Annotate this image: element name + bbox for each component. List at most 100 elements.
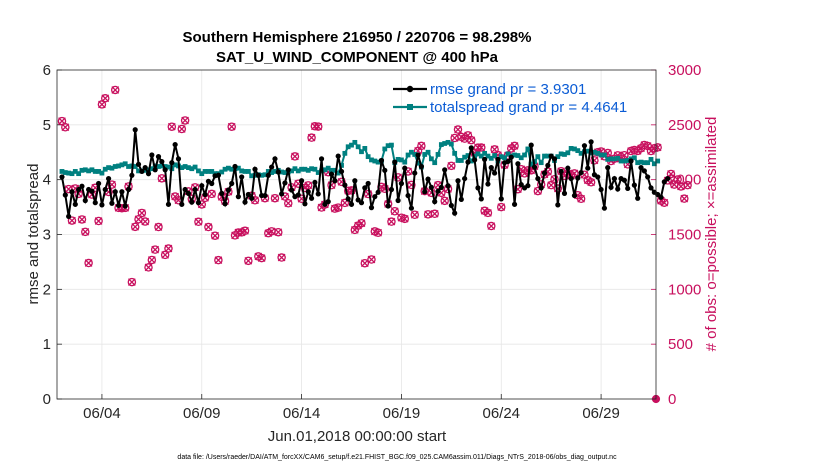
- totalspread-point: [122, 161, 128, 167]
- obs-possible-marker: [407, 180, 416, 190]
- rmse-point: [185, 190, 192, 196]
- rmse-series: [59, 127, 671, 220]
- rmse-point: [358, 200, 365, 206]
- obs-possible-marker: [180, 116, 190, 125]
- obs-possible-marker: [81, 227, 90, 237]
- totalspread-point: [621, 158, 627, 164]
- totalspread-point: [432, 160, 438, 166]
- obs-assimilated-marker: [181, 116, 189, 125]
- obs-possible-marker: [154, 222, 163, 232]
- obs-possible-marker: [303, 181, 313, 190]
- rmse-point: [199, 183, 205, 189]
- obs-assimilated-marker: [670, 180, 679, 189]
- rmse-point: [515, 161, 521, 167]
- totalspread-point: [462, 154, 468, 160]
- totalspread-point: [362, 146, 368, 151]
- rmse-point: [352, 178, 358, 184]
- rmse-point: [412, 170, 418, 176]
- totalspread-point: [455, 158, 461, 163]
- rmse-point: [382, 167, 388, 173]
- obs-assimilated-marker: [84, 259, 93, 267]
- rmse-point: [648, 185, 654, 191]
- rmse-point: [528, 142, 534, 148]
- totalspread-point: [249, 173, 255, 179]
- rmse-point: [661, 179, 667, 185]
- rmse-point: [155, 154, 162, 160]
- rmse-point: [601, 205, 608, 211]
- totalspread-point: [608, 156, 614, 162]
- obs-assimilated-marker: [151, 245, 160, 254]
- totalspread-point: [452, 150, 458, 156]
- legend-spread-label: totalspread grand pr = 4.4641: [430, 99, 627, 116]
- obs-possible-marker: [194, 217, 203, 227]
- rmse-point: [595, 174, 601, 180]
- rmse-point: [615, 186, 621, 192]
- rmse-point: [122, 203, 128, 209]
- rmse-point: [76, 186, 82, 193]
- obs-assimilated-marker: [204, 223, 213, 231]
- y-tick-label-right: 1000: [668, 281, 701, 298]
- obs-assimilated-marker: [497, 203, 506, 211]
- totalspread-point: [299, 166, 304, 172]
- totalspread-point: [196, 168, 201, 174]
- totalspread-point: [222, 166, 228, 172]
- totalspread-point: [538, 160, 544, 166]
- totalspread-point: [375, 159, 381, 165]
- rmse-point: [508, 154, 514, 160]
- rmse-point: [422, 189, 428, 195]
- y-tick-label-right: 1500: [668, 227, 701, 244]
- rmse-point: [295, 192, 301, 198]
- obs-assimilated-marker: [271, 194, 279, 203]
- obs-assimilated-marker: [660, 198, 669, 207]
- rmse-point: [342, 182, 348, 188]
- obs-assimilated-marker: [424, 210, 432, 219]
- totalspread-point: [568, 146, 574, 151]
- totalspread-point: [136, 168, 141, 174]
- totalspread-point: [112, 164, 118, 169]
- rmse-point: [465, 159, 471, 165]
- totalspread-point: [79, 167, 85, 173]
- obs-assimilated-marker: [400, 214, 409, 223]
- rmse-point: [202, 191, 208, 198]
- totalspread-point: [159, 163, 165, 169]
- totalspread-point: [219, 169, 225, 175]
- grid: [57, 70, 656, 399]
- totalspread-point: [475, 151, 481, 157]
- obs-assimilated-marker: [367, 255, 376, 264]
- y-tick-label-right: 500: [668, 336, 693, 353]
- obs-possible-marker: [570, 169, 579, 178]
- obs-assimilated-marker: [387, 217, 396, 226]
- obs-assimilated-marker: [643, 142, 652, 150]
- obs-possible-marker: [487, 221, 496, 231]
- rmse-point: [505, 158, 511, 165]
- rmse-point: [279, 191, 285, 197]
- totalspread-point: [635, 160, 641, 166]
- totalspread-point: [402, 159, 408, 165]
- totalspread-point: [102, 166, 108, 172]
- rmse-point: [145, 171, 152, 177]
- obs-possible-marker: [357, 218, 366, 228]
- totalspread-point: [618, 158, 624, 164]
- totalspread-point: [448, 141, 454, 147]
- obs-possible-marker: [387, 217, 396, 226]
- rmse-point: [462, 175, 468, 182]
- rmse-point: [345, 196, 351, 202]
- obs-assimilated-marker: [673, 175, 682, 184]
- obs-assimilated-marker: [410, 210, 419, 219]
- rmse-point: [219, 190, 225, 196]
- obs-possible-marker: [290, 152, 300, 161]
- obs-possible-marker: [77, 215, 87, 224]
- rmse-point: [66, 213, 72, 220]
- totalspread-point: [651, 161, 657, 167]
- y-tick-label-left: 4: [43, 172, 51, 189]
- obs-assimilated-marker: [490, 145, 499, 154]
- totalspread-point: [96, 169, 101, 174]
- rmse-point: [568, 175, 574, 182]
- obs-possible-marker: [227, 122, 236, 131]
- totalspread-point: [615, 155, 621, 161]
- totalspread-point: [625, 158, 631, 163]
- totalspread-point: [126, 164, 131, 169]
- rmse-point: [475, 185, 481, 191]
- totalspread-point: [166, 164, 171, 170]
- rmse-point: [538, 185, 544, 191]
